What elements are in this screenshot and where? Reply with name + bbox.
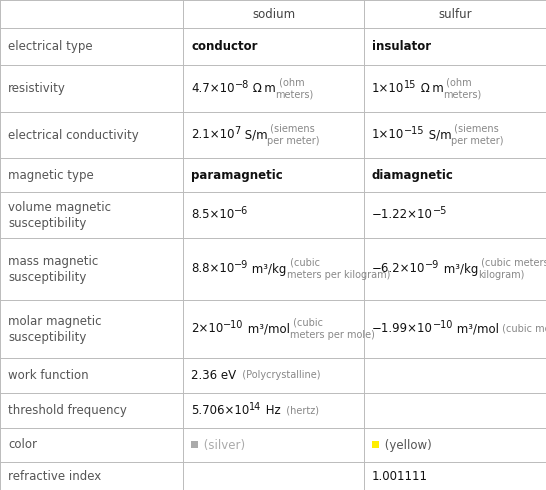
Text: −6.2×10: −6.2×10 — [372, 263, 425, 275]
Text: (Polycrystalline): (Polycrystalline) — [236, 370, 321, 381]
Text: 5.706×10: 5.706×10 — [191, 404, 250, 417]
Text: work function: work function — [8, 369, 88, 382]
Text: (cubic
meters per kilogram): (cubic meters per kilogram) — [287, 258, 390, 280]
Text: (yellow): (yellow) — [381, 439, 432, 451]
Text: 7: 7 — [234, 126, 241, 136]
Bar — [372, 441, 379, 448]
Text: 1×10: 1×10 — [372, 82, 404, 95]
Text: refractive index: refractive index — [8, 469, 101, 483]
Text: insulator: insulator — [372, 40, 431, 53]
Text: m³/mol: m³/mol — [453, 322, 499, 336]
Text: (cubic meters per
kilogram): (cubic meters per kilogram) — [478, 258, 546, 280]
Text: m³/kg: m³/kg — [248, 263, 287, 275]
Text: −1.22×10: −1.22×10 — [372, 209, 433, 221]
Text: 8.8×10: 8.8×10 — [191, 263, 234, 275]
Text: threshold frequency: threshold frequency — [8, 404, 127, 417]
Text: −5: −5 — [433, 206, 447, 216]
Text: resistivity: resistivity — [8, 82, 66, 95]
Text: 2.1×10: 2.1×10 — [191, 128, 234, 142]
Text: −8: −8 — [234, 80, 249, 90]
Text: (hertz): (hertz) — [280, 406, 319, 416]
Text: S/m: S/m — [425, 128, 452, 142]
Text: −9: −9 — [234, 260, 248, 270]
Text: 4.7×10: 4.7×10 — [191, 82, 234, 95]
Text: magnetic type: magnetic type — [8, 169, 94, 181]
Text: −10: −10 — [433, 320, 453, 330]
Text: paramagnetic: paramagnetic — [191, 169, 283, 181]
Text: 8.5×10: 8.5×10 — [191, 209, 234, 221]
Text: (silver): (silver) — [200, 439, 245, 451]
Text: −6: −6 — [234, 206, 248, 216]
Text: 14: 14 — [250, 402, 262, 412]
Text: (siemens
per meter): (siemens per meter) — [452, 124, 504, 146]
Text: (ohm
meters): (ohm meters) — [276, 77, 314, 99]
Text: 1.001111: 1.001111 — [372, 469, 428, 483]
Text: conductor: conductor — [191, 40, 258, 53]
Text: color: color — [8, 439, 37, 451]
Text: −1.99×10: −1.99×10 — [372, 322, 433, 336]
Text: 2×10: 2×10 — [191, 322, 223, 336]
Text: (cubic
meters per mole): (cubic meters per mole) — [289, 318, 375, 340]
Text: sodium: sodium — [252, 7, 295, 21]
Text: (siemens
per meter): (siemens per meter) — [268, 124, 320, 146]
Text: diamagnetic: diamagnetic — [372, 169, 454, 181]
Text: m³/mol: m³/mol — [244, 322, 289, 336]
Text: 1×10: 1×10 — [372, 128, 404, 142]
Text: S/m: S/m — [241, 128, 268, 142]
Text: electrical conductivity: electrical conductivity — [8, 128, 139, 142]
Text: Hz: Hz — [262, 404, 280, 417]
Text: volume magnetic
susceptibility: volume magnetic susceptibility — [8, 200, 111, 229]
Text: −10: −10 — [223, 320, 244, 330]
Text: −9: −9 — [425, 260, 440, 270]
Text: m³/kg: m³/kg — [440, 263, 478, 275]
Text: (ohm
meters): (ohm meters) — [443, 77, 482, 99]
Text: (cubic meters per mole): (cubic meters per mole) — [499, 324, 546, 334]
Text: Ω m: Ω m — [249, 82, 276, 95]
Bar — [191, 441, 198, 448]
Text: mass magnetic
susceptibility: mass magnetic susceptibility — [8, 254, 98, 284]
Text: sulfur: sulfur — [438, 7, 472, 21]
Text: −15: −15 — [404, 126, 425, 136]
Text: electrical type: electrical type — [8, 40, 93, 53]
Text: 2.36 eV: 2.36 eV — [191, 369, 236, 382]
Text: 15: 15 — [404, 80, 417, 90]
Text: molar magnetic
susceptibility: molar magnetic susceptibility — [8, 315, 102, 343]
Text: Ω m: Ω m — [417, 82, 443, 95]
